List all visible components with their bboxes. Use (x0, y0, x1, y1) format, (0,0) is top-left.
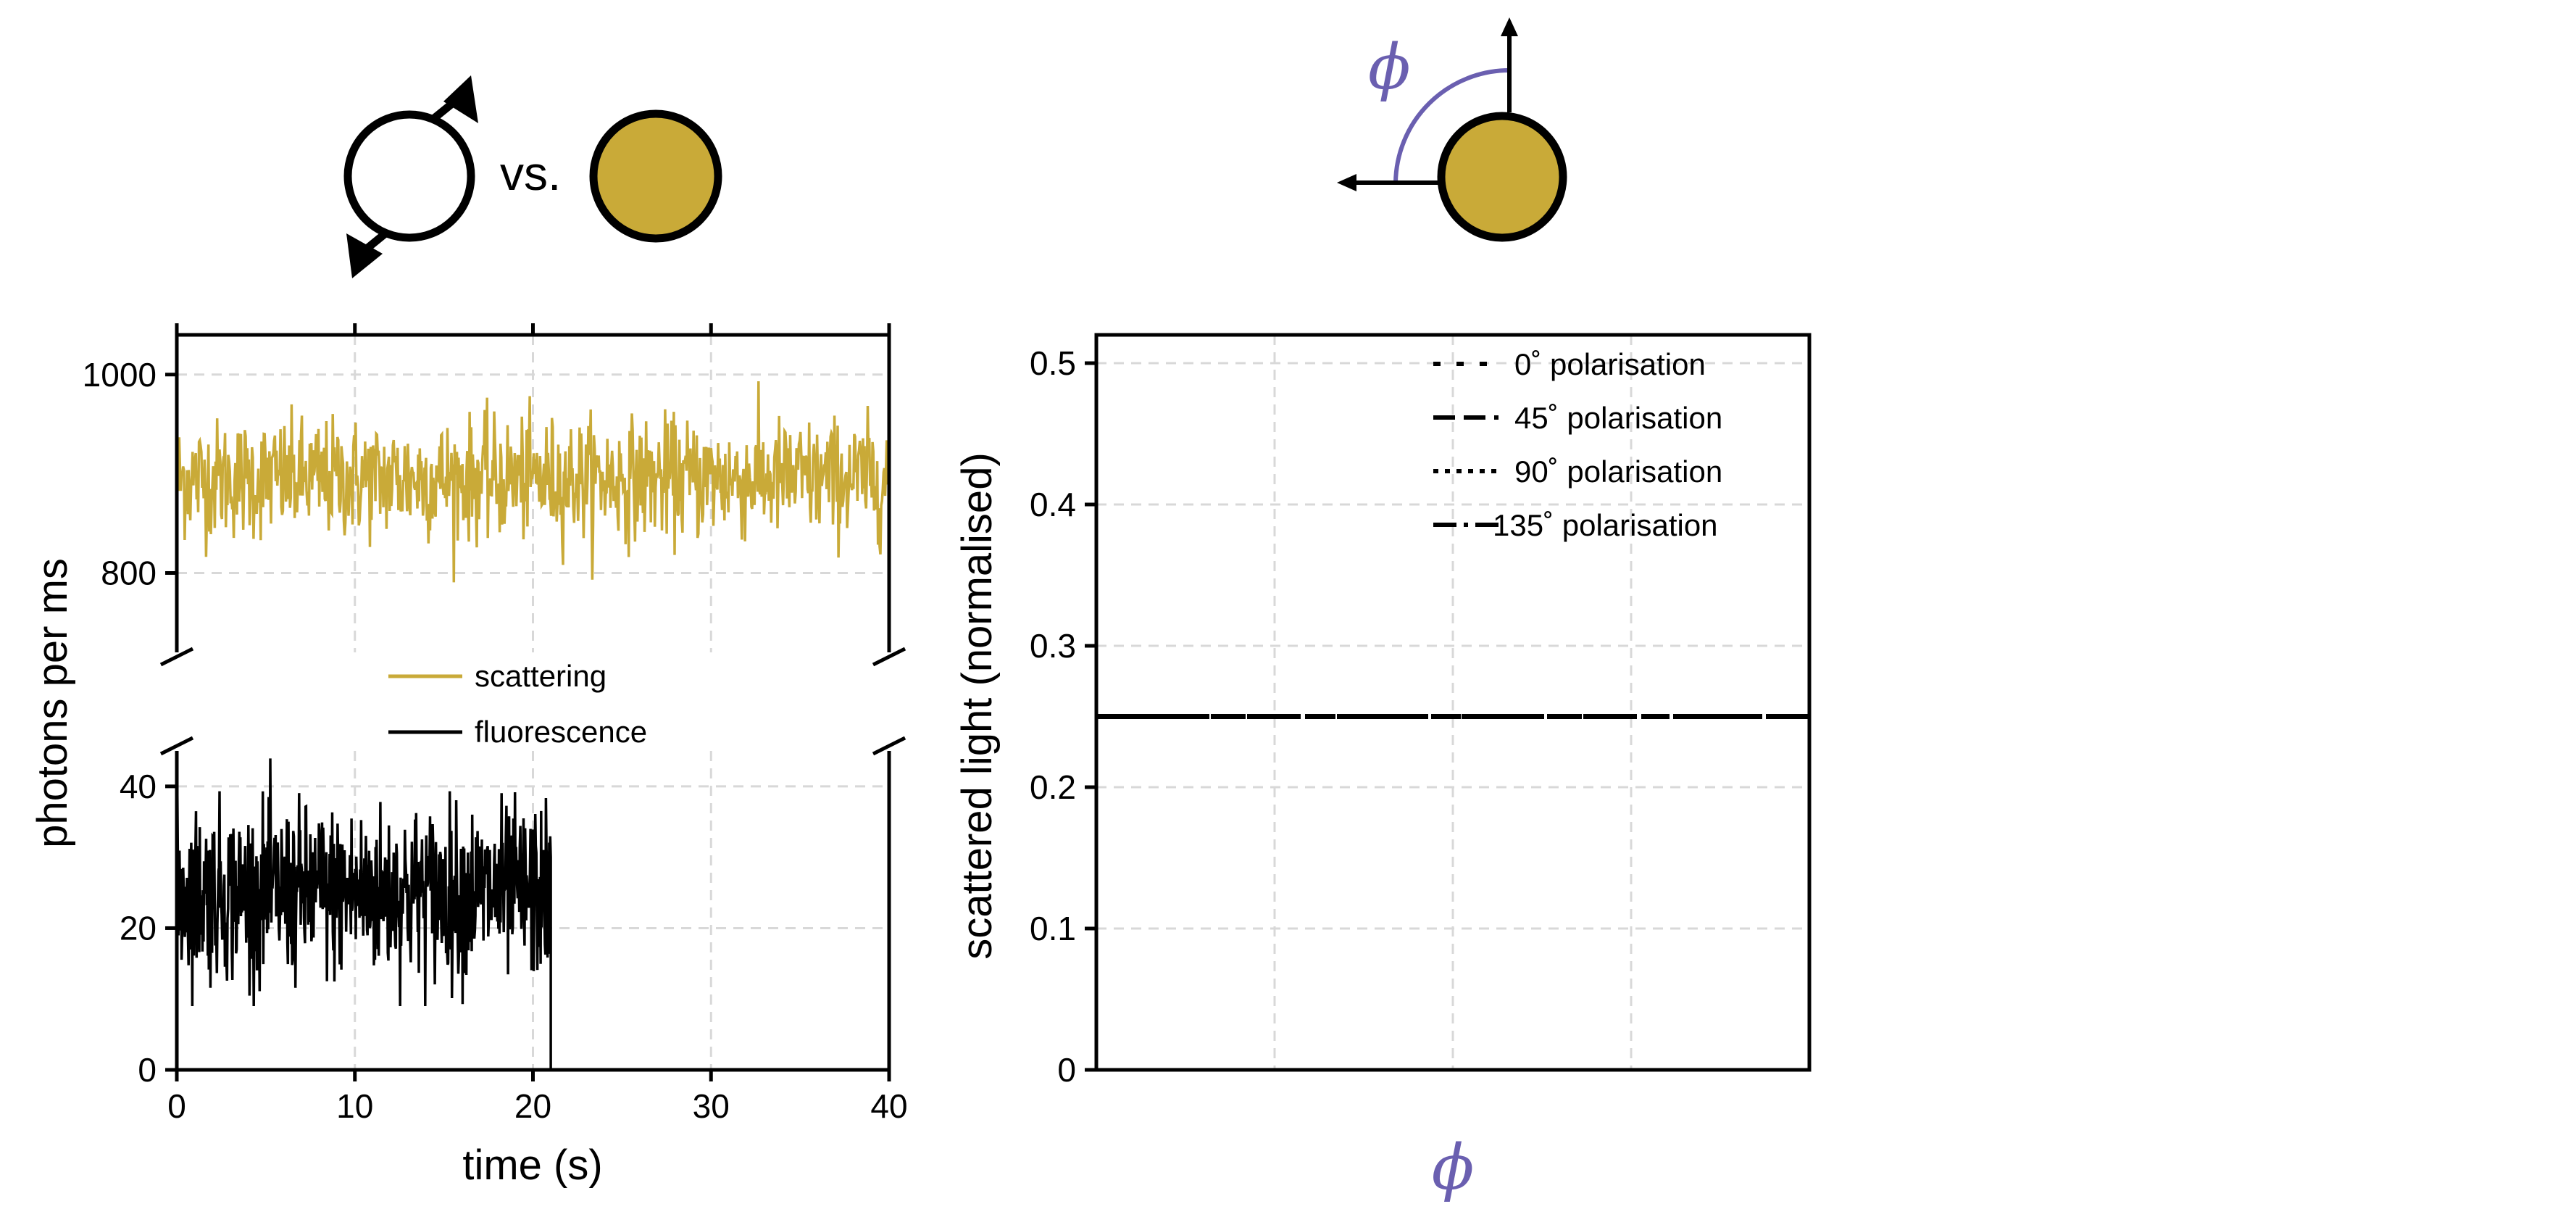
vs-label: vs. (500, 146, 561, 200)
y-tick-label: 0 (138, 1051, 157, 1089)
legend-label: 90˚ polarisation (1514, 454, 1722, 489)
right-y-tick-marks (1085, 361, 1096, 1072)
x-tick-label: 0 (167, 1087, 186, 1125)
right-y-tick-labels: 0 0.1 0.2 0.3 0.4 0.5 (1030, 344, 1076, 1089)
left-x-tick-labels: 0 10 20 30 40 (167, 1087, 907, 1125)
left-x-tick-marks (175, 323, 891, 1081)
right-x-axis-label: ϕ (1432, 1131, 1475, 1204)
legend-label: 45˚ polarisation (1514, 401, 1722, 435)
right-gridlines (1096, 335, 1809, 1070)
x-tick-label: 30 (693, 1087, 730, 1125)
dipole-emitter-icon (343, 75, 478, 278)
legend-label: 135˚ polarisation (1493, 508, 1718, 542)
left-axes-frame (175, 333, 891, 1072)
y-tick-label: 0.5 (1030, 344, 1076, 382)
left-y-axis-label: photons per ms (29, 558, 76, 848)
right-legend: 0˚ polarisation 45˚ polarisation 90˚ polar… (1433, 347, 1722, 542)
left-x-axis-label: time (s) (462, 1142, 602, 1189)
y-tick-label: 40 (120, 768, 157, 805)
legend-label: 0˚ polarisation (1514, 347, 1706, 381)
y-tick-label: 0 (1057, 1051, 1076, 1089)
gold-particle-polarisation-angle-icon: ϕ (1337, 17, 1567, 242)
legend-label-scattering: scattering (475, 659, 607, 693)
legend-label-fluorescence: fluorescence (475, 715, 647, 749)
y-tick-label: 1000 (83, 356, 157, 394)
series-line-fluorescence (177, 758, 889, 1070)
axis-break-marks (159, 647, 906, 756)
x-tick-label: 20 (514, 1087, 551, 1125)
y-tick-label: 20 (120, 909, 157, 947)
polarisation-chart: 0 0.1 0.2 0.3 0.4 0.5 0˚ polarisation 45˚ pola… (954, 333, 1812, 1204)
left-y-tick-labels: 800 1000 0 20 40 (83, 356, 157, 1089)
left-y-tick-marks (165, 373, 177, 1072)
x-tick-label: 10 (336, 1087, 373, 1125)
series-line-scattering (177, 381, 889, 583)
y-tick-label: 0.1 (1030, 910, 1076, 947)
angle-phi-symbol: ϕ (1368, 31, 1411, 104)
time-trace-chart: 0 10 20 30 40 800 1000 0 20 40 scattering (29, 323, 908, 1189)
right-y-axis-label: scattered light (normalised) (954, 452, 1001, 960)
y-tick-label: 0.2 (1030, 768, 1076, 806)
gold-particle-icon (589, 109, 722, 243)
y-tick-label: 800 (101, 554, 157, 592)
y-tick-label: 0.3 (1030, 627, 1076, 665)
left-legend: scattering fluorescence (388, 659, 647, 749)
y-tick-label: 0.4 (1030, 486, 1076, 523)
right-axes-frame (1094, 333, 1812, 1072)
x-tick-label: 40 (870, 1087, 907, 1125)
